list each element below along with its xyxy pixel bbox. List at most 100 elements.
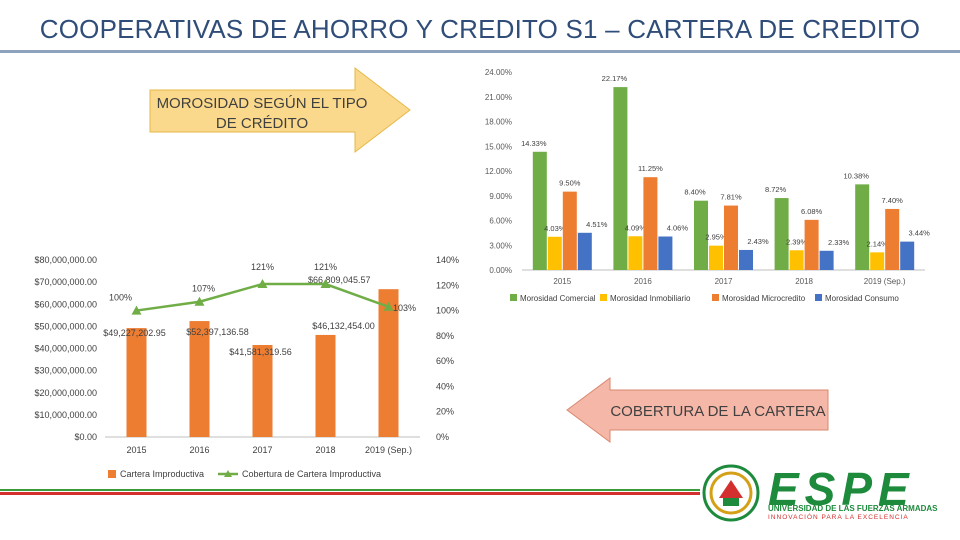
chart1-data-label: 2.39% <box>786 237 808 246</box>
morosidad-arrow-line1: MOROSIDAD SEGÚN EL TIPO <box>157 95 368 112</box>
chart1-data-label: 9.50% <box>559 179 581 188</box>
chart1-data-label: 4.06% <box>667 224 689 233</box>
espe-subtitle: UNIVERSIDAD DE LAS FUERZAS ARMADAS <box>768 504 938 513</box>
chart1-legend-swatch <box>712 294 719 301</box>
chart2-cobertura-marker <box>320 279 331 289</box>
chart2-y2tick-label: 80% <box>436 331 454 341</box>
chart1-data-label: 10.38% <box>843 171 869 180</box>
chart1-ytick-label: 18.00% <box>485 118 512 127</box>
chart1-bar <box>709 245 723 270</box>
chart2-bar <box>189 321 210 437</box>
chart1-data-label: 8.72% <box>765 185 787 194</box>
chart2-ytick-label: $20,000,000.00 <box>34 388 97 398</box>
page-title: COOPERATIVAS DE AHORRO Y CREDITO S1 – CA… <box>39 14 921 44</box>
chart2-cobertura-label: 100% <box>109 293 132 303</box>
chart2-bar <box>252 345 273 437</box>
chart2-bar <box>315 334 336 437</box>
chart1-bar <box>900 241 915 270</box>
chart1-data-label: 22.17% <box>602 74 628 83</box>
chart1-legend-label: Morosidad Microcredito <box>722 294 806 303</box>
morosidad-arrow-line2: DE CRÉDITO <box>216 115 308 132</box>
chart2-y2tick-label: 120% <box>436 280 459 290</box>
chart2-bar-label: $46,132,454.00 <box>312 321 375 331</box>
chart1-xtick-label: 2018 <box>795 277 813 286</box>
chart1-bar <box>870 252 885 270</box>
chart2-cobertura-marker <box>383 301 394 311</box>
chart1-bar <box>658 236 673 270</box>
chart2-xtick-label: 2018 <box>315 445 335 455</box>
chart2-bar-label: $49,227,202.95 <box>103 328 166 338</box>
chart1-data-label: 7.81% <box>720 193 742 202</box>
chart1-bar <box>628 236 643 270</box>
chart2-xtick-label: 2015 <box>126 445 146 455</box>
chart1-bar <box>789 250 804 270</box>
chart2-xtick-label: 2017 <box>252 445 272 455</box>
chart1-xtick-label: 2016 <box>634 277 652 286</box>
title-divider <box>0 50 960 53</box>
espe-emblem-icon <box>702 464 760 522</box>
cobertura-arrow-shape <box>566 377 829 443</box>
chart2-ytick-label: $0.00 <box>74 432 97 442</box>
chart1-legend-label: Morosidad Comercial <box>520 294 596 303</box>
chart1-bar <box>532 151 547 270</box>
chart2-legend-swatch <box>108 470 116 478</box>
espe-logo: ESPE UNIVERSIDAD DE LAS FUERZAS ARMADAS … <box>702 462 952 524</box>
chart2-ytick-label: $40,000,000.00 <box>34 344 97 354</box>
chart2-cobertura-label: 103% <box>393 303 416 313</box>
chart1-xtick-label: 2015 <box>553 277 571 286</box>
chart1-bar <box>739 249 753 270</box>
chart1-bar <box>855 184 870 270</box>
chart2-y2tick-label: 40% <box>436 381 454 391</box>
chart1-ytick-label: 21.00% <box>485 93 512 102</box>
chart2-legend-label: Cobertura de Cartera Improductiva <box>242 469 381 479</box>
cobertura-arrow-label: COBERTURA DE LA CARTERA <box>610 403 825 420</box>
chart2-y2tick-label: 100% <box>436 306 459 316</box>
chart1-bar <box>819 250 834 270</box>
chart2-y2tick-label: 0% <box>436 432 449 442</box>
chart1-bar <box>694 200 708 270</box>
chart2-ytick-label: $50,000,000.00 <box>34 321 97 331</box>
chart1-data-label: 2.95% <box>705 233 727 242</box>
chart1-bar <box>577 232 592 270</box>
chart2-ytick-label: $60,000,000.00 <box>34 299 97 309</box>
chart1-data-label: 8.40% <box>684 188 706 197</box>
chart2-cobertura-marker <box>257 279 268 289</box>
chart1-legend-label: Morosidad Consumo <box>825 294 899 303</box>
morosidad-arrow-shape <box>149 66 411 154</box>
chart1-xtick-label: 2017 <box>715 277 733 286</box>
chart1-bar <box>562 191 577 270</box>
chart1-ytick-label: 9.00% <box>489 192 512 201</box>
chart2-legend-marker <box>224 470 232 477</box>
chart1-legend-label: Morosidad Inmobiliario <box>610 294 691 303</box>
chart1-data-label: 11.25% <box>638 164 663 173</box>
chart1-data-label: 2.14% <box>867 239 889 248</box>
chart2-bar-label: $52,397,136.58 <box>186 327 249 337</box>
chart1-data-label: 6.08% <box>801 207 823 216</box>
chart1-legend-swatch <box>815 294 822 301</box>
chart1-data-label: 4.51% <box>586 220 608 229</box>
chart2-cobertura-marker <box>131 305 142 315</box>
chart1-ytick-label: 12.00% <box>485 167 512 176</box>
chart1-data-label: 2.43% <box>747 237 769 246</box>
chart1-bar <box>613 87 628 270</box>
chart1-bar <box>547 236 562 270</box>
chart1-data-label: 3.44% <box>909 229 931 238</box>
chart1-data-label: 7.40% <box>882 196 904 205</box>
chart1-data-label: 14.33% <box>521 139 547 148</box>
chart2-ytick-label: $10,000,000.00 <box>34 410 97 420</box>
chart2-xtick-label: 2016 <box>189 445 209 455</box>
chart2-cobertura-label: 121% <box>251 262 274 272</box>
chart1-data-label: 4.09% <box>625 223 647 232</box>
chart2-ytick-label: $30,000,000.00 <box>34 366 97 376</box>
chart1-legend-swatch <box>600 294 607 301</box>
chart2-bar-label: $41,581,319.56 <box>229 347 292 357</box>
chart1-ytick-label: 24.00% <box>485 68 512 77</box>
chart2-cobertura-label: 121% <box>314 262 337 272</box>
chart1-legend-swatch <box>510 294 517 301</box>
espe-motto: INNOVACIÓN PARA LA EXCELENCIA <box>768 514 909 521</box>
espe-wordmark: ESPE <box>768 463 915 515</box>
chart2-legend-label: Cartera Improductiva <box>120 469 204 479</box>
